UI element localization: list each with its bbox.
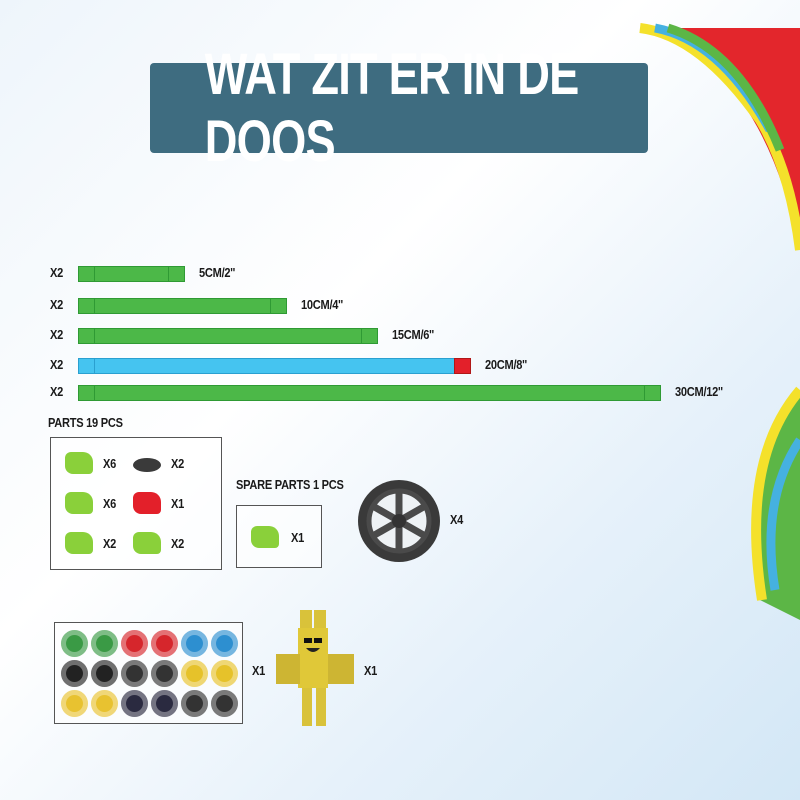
part-qty: X2 <box>171 536 185 551</box>
spare-title: SPARE PARTS 1 PCS <box>236 477 344 492</box>
track-length: 10CM/4'' <box>301 297 343 312</box>
track-qty: X2 <box>50 297 64 312</box>
track-piece <box>78 385 661 401</box>
parts-box: X6 X2 X6 X1 X2 X2 <box>50 437 222 570</box>
part-piece <box>133 492 161 514</box>
track-length: 30CM/12'' <box>675 384 723 399</box>
track-connector <box>78 266 95 282</box>
eye-sticker <box>61 630 88 657</box>
track-length: 5CM/2'' <box>199 265 236 280</box>
part-piece <box>65 492 93 514</box>
figure-qty: X1 <box>364 663 378 678</box>
track-piece <box>78 328 378 344</box>
part-qty: X6 <box>103 496 117 511</box>
sticker-qty: X1 <box>252 663 266 678</box>
track-piece <box>78 266 185 282</box>
part-piece <box>133 458 161 472</box>
eye-sticker <box>151 690 178 717</box>
eye-sticker <box>211 690 238 717</box>
connector-piece <box>251 526 279 548</box>
part-qty: X6 <box>103 456 117 471</box>
eye-sticker <box>61 690 88 717</box>
spare-qty: X1 <box>291 530 305 545</box>
track-connector <box>454 358 471 374</box>
eye-sticker <box>181 660 208 687</box>
track-piece <box>78 358 471 374</box>
eye-sticker <box>151 630 178 657</box>
sticker-sheet <box>54 622 243 724</box>
eye-sticker <box>91 630 118 657</box>
eye-sticker <box>91 690 118 717</box>
wheel-icon <box>358 480 440 562</box>
eye-sticker <box>61 660 88 687</box>
track-qty: X2 <box>50 265 64 280</box>
wheel-qty: X4 <box>450 512 464 527</box>
part-piece <box>65 452 93 474</box>
track-connector <box>168 266 185 282</box>
track-piece <box>78 298 287 314</box>
track-connector <box>78 298 95 314</box>
figure-character <box>276 610 354 726</box>
track-connector <box>361 328 378 344</box>
part-piece <box>65 532 93 554</box>
track-connector <box>78 385 95 401</box>
track-qty: X2 <box>50 384 64 399</box>
track-connector <box>644 385 661 401</box>
eye-sticker <box>91 660 118 687</box>
track-connector <box>270 298 287 314</box>
parts-title: PARTS 19 PCS <box>48 415 123 430</box>
title-text: WAT ZIT ER IN DE DOOS <box>204 42 579 174</box>
part-qty: X2 <box>103 536 117 551</box>
part-qty: X1 <box>171 496 185 511</box>
page-title: WAT ZIT ER IN DE DOOS <box>150 42 648 174</box>
track-qty: X2 <box>50 327 64 342</box>
eye-sticker <box>181 690 208 717</box>
part-piece <box>133 532 161 554</box>
eye-sticker <box>121 690 148 717</box>
eye-sticker <box>211 630 238 657</box>
track-length: 20CM/8'' <box>485 357 527 372</box>
track-connector <box>78 328 95 344</box>
part-qty: X2 <box>171 456 185 471</box>
eye-sticker <box>211 660 238 687</box>
spare-box: X1 <box>236 505 322 568</box>
eye-sticker <box>121 630 148 657</box>
eye-sticker <box>121 660 148 687</box>
eye-sticker <box>151 660 178 687</box>
track-length: 15CM/6'' <box>392 327 434 342</box>
track-connector <box>78 358 95 374</box>
track-qty: X2 <box>50 357 64 372</box>
eye-sticker <box>181 630 208 657</box>
